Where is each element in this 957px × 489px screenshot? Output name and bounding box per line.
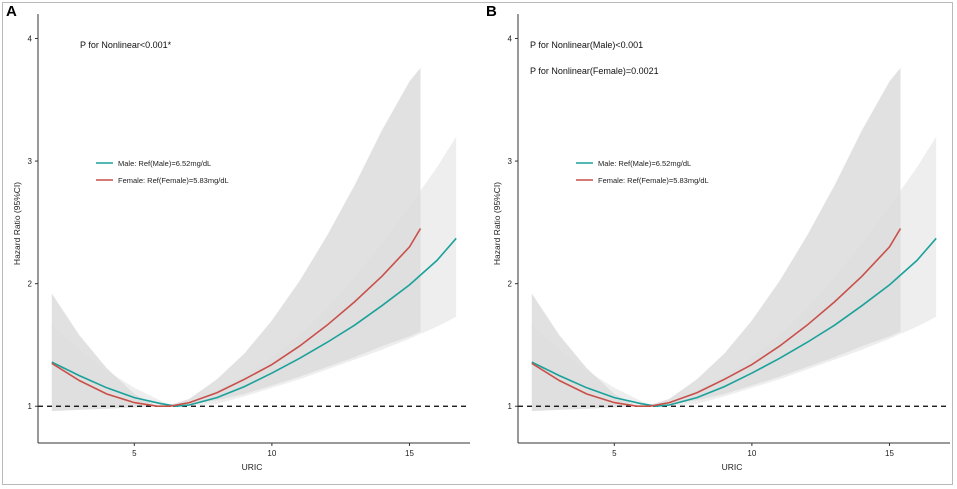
panel-label: B (486, 3, 497, 20)
x-tick-label: 5 (132, 449, 137, 458)
y-axis-label: Hazard Ratio (95%CI) (492, 182, 502, 265)
p-value-annotation: P for Nonlinear<0.001* (80, 40, 172, 50)
y-tick-label: 3 (28, 157, 33, 166)
legend-label: Female: Ref(Female)=5.83mg/dL (598, 176, 709, 185)
x-tick-label: 10 (267, 449, 276, 458)
y-tick-label: 4 (28, 35, 33, 44)
series-line-male (531, 237, 937, 408)
x-tick-label: 15 (885, 449, 894, 458)
x-tick-label: 10 (747, 449, 756, 458)
series-line-female (51, 228, 422, 408)
p-value-annotation: P for Nonlinear(Male)<0.001 (530, 40, 643, 50)
legend-label: Male: Ref(Male)=6.52mg/dL (118, 159, 211, 168)
y-tick-label: 3 (508, 157, 513, 166)
legend: Male: Ref(Male)=6.52mg/dL Female: Ref(Fem… (96, 159, 229, 185)
p-value-annotation: P for Nonlinear(Female)=0.0021 (530, 66, 659, 76)
y-tick-label: 1 (28, 402, 33, 411)
series-line-male (51, 237, 457, 408)
y-tick-label: 4 (508, 35, 513, 44)
y-tick-label: 1 (508, 402, 513, 411)
y-tick-label: 2 (508, 280, 513, 289)
legend-label: Female: Ref(Female)=5.83mg/dL (118, 176, 229, 185)
x-tick-label: 5 (612, 449, 617, 458)
ci-band-female (531, 67, 901, 412)
y-tick-label: 2 (28, 280, 33, 289)
x-axis-label: URIC (242, 462, 263, 472)
x-tick-label: 15 (405, 449, 414, 458)
series-line-female (531, 228, 902, 408)
legend-label: Male: Ref(Male)=6.52mg/dL (598, 159, 691, 168)
panel-label: A (6, 3, 17, 20)
x-axis-label: URIC (722, 462, 743, 472)
y-axis-label: Hazard Ratio (95%CI) (12, 182, 22, 265)
ci-band-female (51, 67, 421, 412)
chart-panel-b: B 1 2 3 4 5 10 15 URIC Hazard Ratio (95%CI) P for … (486, 3, 950, 472)
chart-panel-a: A 1 2 3 4 5 10 15 URIC Hazard Ratio (95%CI) P for … (6, 3, 470, 472)
legend: Male: Ref(Male)=6.52mg/dL Female: Ref(Fem… (576, 159, 709, 185)
